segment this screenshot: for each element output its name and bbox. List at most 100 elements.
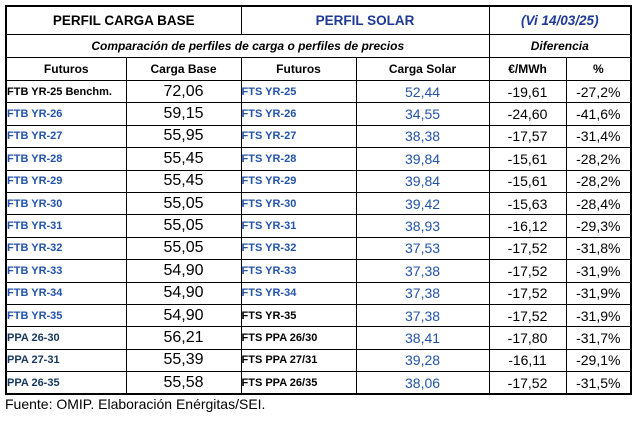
col-header-carga-base: Carga Base	[125, 57, 242, 81]
carga-base-value-cell: 54,90	[125, 281, 242, 305]
table-row: FTB YR-25 Benchm. 72,06 FTS YR-25 52,44 -19,…	[5, 79, 632, 104]
header-perfil-carga-base: PERFIL CARGA BASE	[5, 5, 242, 35]
futuros-base-cell: PPA 26-30	[5, 326, 127, 350]
diff-pct-cell: -31,4%	[565, 124, 632, 149]
diff-pct-cell: -31,5%	[565, 371, 632, 395]
diff-pct-cell: -31,7%	[565, 326, 632, 350]
futuros-base-cell: FTB YR-30	[5, 191, 127, 216]
diff-pct-cell: -31,9%	[565, 259, 632, 283]
table-row: FTB YR-29 55,45 FTS YR-29 39,84 -15,61 -28,2%	[5, 169, 632, 193]
diff-pct-cell: -29,3%	[565, 214, 632, 238]
table-row: PPA 27-31 55,39 FTS PPA 27/31 39,28 -16,11 -2…	[5, 348, 632, 373]
carga-base-value-cell: 54,90	[125, 303, 242, 328]
carga-base-value-cell: 55,39	[125, 348, 242, 373]
futuros-solar-cell: FTS YR-29	[240, 169, 357, 193]
diff-eur-mwh-cell: -15,61	[488, 147, 567, 171]
futuros-base-cell: PPA 27-31	[5, 348, 127, 373]
report-page: PERFIL CARGA BASE PERFIL SOLAR (Vi 14/03…	[5, 5, 633, 413]
subtitle-row: Comparación de perfiles de carga o perfi…	[5, 34, 632, 58]
carga-solar-value-cell: 38,06	[355, 371, 490, 395]
futuros-base-cell: FTB YR-32	[5, 236, 127, 261]
futuros-base-cell: FTB YR-35	[5, 303, 127, 328]
diff-eur-mwh-cell: -17,52	[488, 303, 567, 328]
diff-pct-cell: -28,2%	[565, 169, 632, 193]
futuros-solar-cell: FTS PPA 26/35	[240, 371, 357, 395]
futuros-base-cell: PPA 26-35	[5, 371, 127, 395]
table-row: FTB YR-32 55,05 FTS YR-32 37,53 -17,52 -31,8%	[5, 236, 632, 261]
futuros-solar-cell: FTS PPA 27/31	[240, 348, 357, 373]
diff-eur-mwh-cell: -16,12	[488, 214, 567, 238]
futuros-base-cell: FTB YR-26	[5, 102, 127, 126]
table-row: PPA 26-35 55,58 FTS PPA 26/35 38,06 -17,52 -3…	[5, 371, 632, 395]
carga-base-value-cell: 72,06	[125, 79, 242, 104]
table-row: FTB YR-27 55,95 FTS YR-27 38,38 -17,57 -31,4%	[5, 124, 632, 149]
diff-pct-cell: -28,4%	[565, 191, 632, 216]
carga-solar-value-cell: 39,84	[355, 169, 490, 193]
futuros-base-cell: FTB YR-34	[5, 281, 127, 305]
table-row: FTB YR-33 54,90 FTS YR-33 37,38 -17,52 -31,9%	[5, 259, 632, 283]
carga-solar-value-cell: 38,41	[355, 326, 490, 350]
diff-pct-cell: -41,6%	[565, 102, 632, 126]
header-date-label: (Vi 14/03/25)	[488, 5, 632, 35]
carga-solar-value-cell: 52,44	[355, 79, 490, 104]
futuros-solar-cell: FTS YR-35	[240, 303, 357, 328]
table-row: PPA 26-30 56,21 FTS PPA 26/30 38,41 -17,80 -3…	[5, 326, 632, 350]
carga-solar-value-cell: 39,28	[355, 348, 490, 373]
col-header-futuros-base: Futuros	[5, 57, 127, 81]
diff-eur-mwh-cell: -17,57	[488, 124, 567, 149]
carga-base-value-cell: 55,05	[125, 214, 242, 238]
futuros-solar-cell: FTS YR-34	[240, 281, 357, 305]
title-row: PERFIL CARGA BASE PERFIL SOLAR (Vi 14/03…	[5, 5, 632, 35]
carga-solar-value-cell: 39,84	[355, 147, 490, 171]
carga-solar-value-cell: 37,38	[355, 259, 490, 283]
diff-pct-cell: -29,1%	[565, 348, 632, 373]
carga-base-value-cell: 59,15	[125, 102, 242, 126]
carga-base-value-cell: 55,05	[125, 191, 242, 216]
futuros-base-cell: FTB YR-33	[5, 259, 127, 283]
table-row: FTB YR-28 55,45 FTS YR-28 39,84 -15,61 -28,2%	[5, 147, 632, 171]
table-row: FTB YR-34 54,90 FTS YR-34 37,38 -17,52 -31,9%	[5, 281, 632, 305]
diff-eur-mwh-cell: -24,60	[488, 102, 567, 126]
diff-eur-mwh-cell: -16,11	[488, 348, 567, 373]
carga-solar-value-cell: 38,38	[355, 124, 490, 149]
source-note: Fuente: OMIP. Elaboración Enérgitas/SEI.	[5, 396, 266, 413]
diff-eur-mwh-cell: -17,52	[488, 281, 567, 305]
carga-solar-value-cell: 37,38	[355, 303, 490, 328]
carga-solar-value-cell: 39,42	[355, 191, 490, 216]
carga-base-value-cell: 55,45	[125, 169, 242, 193]
carga-solar-value-cell: 38,93	[355, 214, 490, 238]
futuros-solar-cell: FTS PPA 26/30	[240, 326, 357, 350]
diff-eur-mwh-cell: -17,80	[488, 326, 567, 350]
table-row: FTB YR-26 59,15 FTS YR-26 34,55 -24,60 -41,6%	[5, 102, 632, 126]
carga-base-value-cell: 54,90	[125, 259, 242, 283]
diff-eur-mwh-cell: -15,63	[488, 191, 567, 216]
diff-eur-mwh-cell: -17,52	[488, 259, 567, 283]
diff-eur-mwh-cell: -17,52	[488, 236, 567, 261]
col-header-futuros-solar: Futuros	[240, 57, 357, 81]
carga-base-value-cell: 56,21	[125, 326, 242, 350]
diff-eur-mwh-cell: -19,61	[488, 79, 567, 104]
futuros-base-cell: FTB YR-25 Benchm.	[5, 79, 127, 104]
diff-pct-cell: -31,9%	[565, 303, 632, 328]
carga-base-value-cell: 55,95	[125, 124, 242, 149]
carga-solar-value-cell: 37,38	[355, 281, 490, 305]
futuros-base-cell: FTB YR-28	[5, 147, 127, 171]
diff-pct-cell: -28,2%	[565, 147, 632, 171]
futuros-solar-cell: FTS YR-26	[240, 102, 357, 126]
diff-eur-mwh-cell: -15,61	[488, 169, 567, 193]
futuros-solar-cell: FTS YR-25	[240, 79, 357, 104]
futuros-base-cell: FTB YR-31	[5, 214, 127, 238]
col-header-eur-mwh: €/MWh	[488, 57, 567, 81]
futuros-solar-cell: FTS YR-32	[240, 236, 357, 261]
table-row: FTB YR-30 55,05 FTS YR-30 39,42 -15,63 -28,4%	[5, 191, 632, 216]
carga-solar-value-cell: 34,55	[355, 102, 490, 126]
futuros-solar-cell: FTS YR-27	[240, 124, 357, 149]
diff-pct-cell: -31,9%	[565, 281, 632, 305]
carga-solar-value-cell: 37,53	[355, 236, 490, 261]
futuros-base-cell: FTB YR-27	[5, 124, 127, 149]
col-header-pct: %	[565, 57, 632, 81]
header-subtitle: Comparación de perfiles de carga o perfi…	[5, 34, 490, 58]
price-comparison-table: PERFIL CARGA BASE PERFIL SOLAR (Vi 14/03…	[5, 5, 633, 396]
carga-base-value-cell: 55,45	[125, 147, 242, 171]
header-perfil-solar: PERFIL SOLAR	[240, 5, 490, 35]
